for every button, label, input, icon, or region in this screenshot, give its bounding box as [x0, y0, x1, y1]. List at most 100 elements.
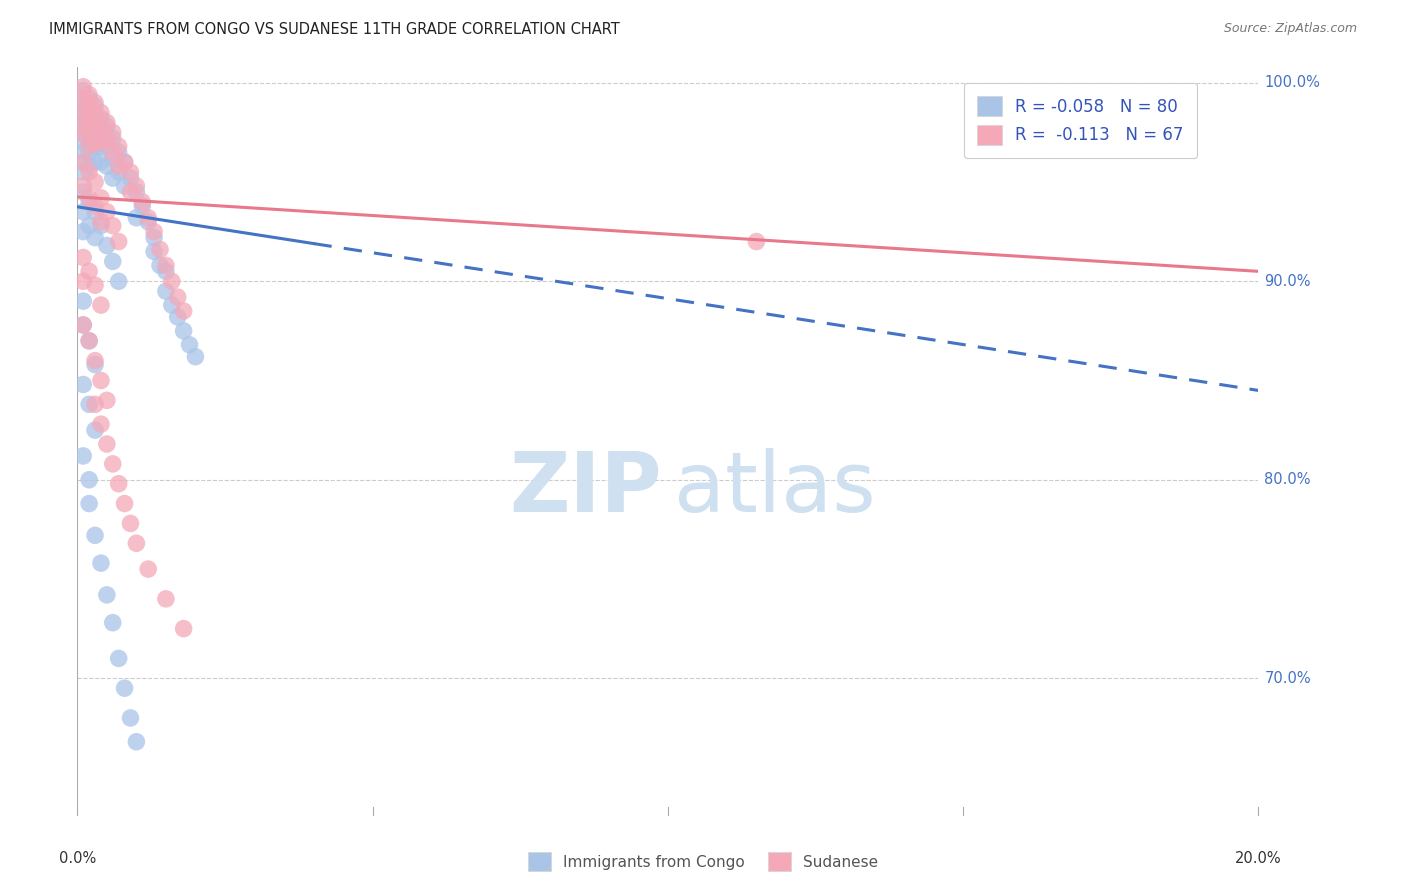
- Text: 100.0%: 100.0%: [1264, 75, 1320, 90]
- Point: [72, 145, 94, 160]
- Point: [107, 235, 129, 249]
- Point: [84, 115, 107, 129]
- Point: [90, 556, 112, 570]
- Point: [72, 105, 94, 120]
- Point: [84, 358, 107, 372]
- Point: [77, 123, 100, 137]
- Point: [96, 115, 118, 129]
- Point: [84, 136, 107, 150]
- Point: [90, 120, 112, 134]
- Point: [72, 204, 94, 219]
- Point: [84, 278, 107, 293]
- Point: [84, 155, 107, 169]
- Point: [101, 171, 124, 186]
- Point: [107, 159, 129, 173]
- Point: [114, 497, 136, 511]
- Point: [77, 334, 100, 348]
- Point: [84, 528, 107, 542]
- Point: [155, 284, 177, 298]
- Point: [131, 194, 153, 209]
- Point: [72, 377, 94, 392]
- Point: [96, 393, 118, 408]
- Point: [72, 318, 94, 332]
- Point: [107, 476, 129, 491]
- Point: [114, 155, 136, 169]
- Point: [72, 120, 94, 134]
- Point: [77, 112, 100, 126]
- Point: [125, 735, 148, 749]
- Point: [96, 238, 118, 252]
- Point: [72, 115, 94, 129]
- Point: [84, 100, 107, 114]
- Point: [107, 165, 129, 179]
- Point: [90, 139, 112, 153]
- Legend: R = -0.058   N = 80, R =  -0.113   N = 67: R = -0.058 N = 80, R = -0.113 N = 67: [963, 83, 1197, 158]
- Point: [143, 225, 166, 239]
- Text: 80.0%: 80.0%: [1264, 472, 1310, 487]
- Point: [77, 105, 100, 120]
- Point: [125, 211, 148, 225]
- Point: [90, 155, 112, 169]
- Point: [101, 457, 124, 471]
- Point: [77, 219, 100, 233]
- Point: [77, 159, 100, 173]
- Point: [136, 211, 159, 225]
- Point: [125, 185, 148, 199]
- Point: [114, 155, 136, 169]
- Point: [84, 107, 107, 121]
- Point: [90, 105, 112, 120]
- Point: [101, 151, 124, 165]
- Text: Source: ZipAtlas.com: Source: ZipAtlas.com: [1223, 22, 1357, 36]
- Point: [84, 230, 107, 244]
- Point: [173, 622, 195, 636]
- Point: [77, 115, 100, 129]
- Point: [143, 244, 166, 259]
- Point: [96, 159, 118, 173]
- Point: [173, 324, 195, 338]
- Point: [107, 651, 129, 665]
- Text: 90.0%: 90.0%: [1264, 274, 1310, 289]
- Point: [72, 155, 94, 169]
- Point: [77, 92, 100, 106]
- Point: [101, 254, 124, 268]
- Point: [101, 131, 124, 145]
- Point: [84, 95, 107, 110]
- Point: [120, 711, 142, 725]
- Point: [72, 79, 94, 94]
- Point: [136, 562, 159, 576]
- Point: [90, 136, 112, 150]
- Point: [77, 497, 100, 511]
- Point: [72, 103, 94, 118]
- Point: [72, 449, 94, 463]
- Point: [155, 264, 177, 278]
- Point: [72, 179, 94, 194]
- Point: [84, 139, 107, 153]
- Point: [120, 516, 142, 531]
- Point: [72, 274, 94, 288]
- Point: [77, 100, 100, 114]
- Point: [77, 397, 100, 411]
- Point: [107, 139, 129, 153]
- Point: [84, 423, 107, 437]
- Point: [84, 353, 107, 368]
- Point: [143, 230, 166, 244]
- Point: [96, 139, 118, 153]
- Point: [72, 165, 94, 179]
- Point: [125, 179, 148, 194]
- Point: [72, 95, 94, 110]
- Point: [166, 290, 188, 304]
- Text: 11th Grade: 11th Grade: [0, 393, 3, 481]
- Point: [77, 191, 100, 205]
- Point: [166, 310, 188, 324]
- Point: [77, 165, 100, 179]
- Point: [107, 274, 129, 288]
- Point: [72, 251, 94, 265]
- Point: [155, 591, 177, 606]
- Point: [72, 136, 94, 150]
- Point: [160, 298, 183, 312]
- Point: [72, 128, 94, 142]
- Point: [149, 243, 172, 257]
- Point: [72, 125, 94, 139]
- Point: [77, 145, 100, 160]
- Point: [84, 199, 107, 213]
